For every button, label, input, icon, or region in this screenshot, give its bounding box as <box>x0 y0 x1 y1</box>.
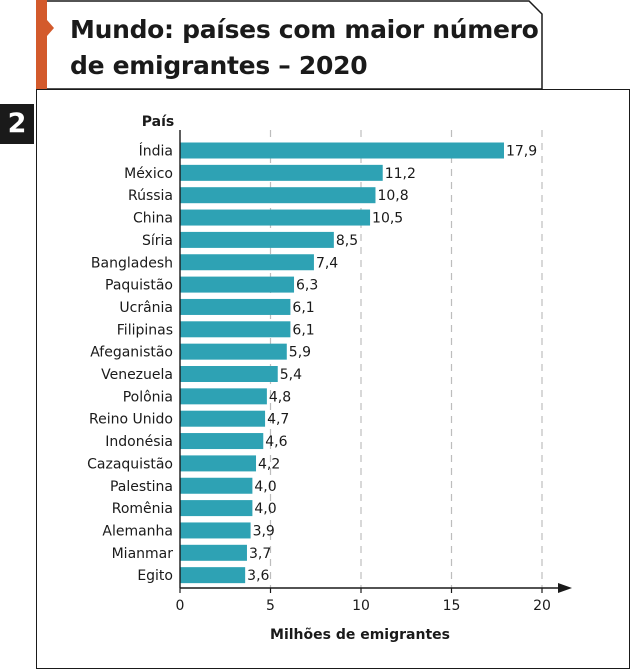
category-label: Filipinas <box>117 322 173 338</box>
bar <box>180 477 253 494</box>
x-axis-label: Milhões de emigrantes <box>270 627 450 643</box>
value-label: 4,8 <box>269 389 291 405</box>
bar <box>180 164 383 181</box>
title-accent-arrow <box>47 20 54 36</box>
category-label: Mianmar <box>112 546 174 562</box>
value-label: 5,4 <box>280 367 302 383</box>
title-frame <box>36 0 543 90</box>
value-label: 6,1 <box>292 300 314 316</box>
category-label: Paquistão <box>105 278 173 294</box>
bar <box>180 410 266 427</box>
value-label: 3,6 <box>247 568 269 584</box>
value-label: 5,9 <box>289 345 311 361</box>
x-tick-label: 10 <box>352 598 370 614</box>
bar <box>180 276 295 293</box>
value-label: 11,2 <box>385 166 416 182</box>
chart-title: Mundo: países com maior número de emigra… <box>70 15 539 80</box>
category-label: Indonésia <box>105 434 173 450</box>
category-label: Rússia <box>128 188 173 204</box>
category-label: Síria <box>142 233 173 249</box>
value-label: 7,4 <box>316 255 338 271</box>
value-label: 10,5 <box>372 211 403 227</box>
category-label: China <box>133 211 173 227</box>
value-label: 6,3 <box>296 278 318 294</box>
category-label: Venezuela <box>101 367 173 383</box>
category-label: Ucrânia <box>119 300 173 316</box>
x-tick-label: 15 <box>443 598 461 614</box>
category-label: Palestina <box>110 479 173 495</box>
bar <box>180 567 246 584</box>
value-label: 4,0 <box>254 479 276 495</box>
value-label: 4,6 <box>265 434 287 450</box>
category-label: México <box>124 166 173 182</box>
bar <box>180 455 257 472</box>
value-label: 4,2 <box>258 456 280 472</box>
value-label: 3,7 <box>249 546 271 562</box>
value-label: 17,9 <box>506 144 537 160</box>
bar <box>180 187 376 204</box>
bar <box>180 366 278 382</box>
category-label: Polônia <box>123 389 173 405</box>
category-label: Reino Unido <box>89 412 173 428</box>
value-label: 4,7 <box>267 412 289 428</box>
x-tick-label: 20 <box>533 598 551 614</box>
value-label: 6,1 <box>292 322 314 338</box>
bars: Índia 17,9 México 11,2 Rússia 10,8 China 10,5 Sí… <box>87 142 537 584</box>
category-label: Afeganistão <box>90 345 173 361</box>
bar <box>180 388 267 405</box>
grid-lines <box>269 130 543 588</box>
title-box: Mundo: países com maior número de emigra… <box>36 0 543 90</box>
axes: 0 5 10 15 20 <box>176 130 572 614</box>
bar <box>180 142 504 159</box>
category-label: Bangladesh <box>91 255 173 271</box>
bar <box>180 522 251 539</box>
category-label: Cazaquistão <box>87 456 173 472</box>
x-tick-label: 5 <box>266 598 275 614</box>
bar <box>180 231 334 248</box>
bar <box>180 343 287 360</box>
category-label: Índia <box>139 143 173 160</box>
bar <box>180 500 253 517</box>
category-label: Romênia <box>112 501 173 517</box>
bar <box>180 544 247 561</box>
bar <box>180 298 291 315</box>
category-label: Alemanha <box>102 523 173 539</box>
chart-frame <box>36 89 630 669</box>
value-label: 10,8 <box>377 188 408 204</box>
bar <box>180 321 291 338</box>
bar <box>180 433 264 450</box>
bar <box>180 209 371 226</box>
x-axis-arrow <box>558 583 572 593</box>
figure-number-badge: 2 <box>0 104 34 144</box>
x-tick-label: 0 <box>176 598 185 614</box>
category-label: Egito <box>137 568 173 584</box>
title-accent-bar <box>36 0 47 90</box>
y-axis-label: País <box>142 114 174 130</box>
bar <box>180 254 314 271</box>
value-label: 8,5 <box>336 233 358 249</box>
value-label: 4,0 <box>254 501 276 517</box>
value-label: 3,9 <box>253 523 275 539</box>
